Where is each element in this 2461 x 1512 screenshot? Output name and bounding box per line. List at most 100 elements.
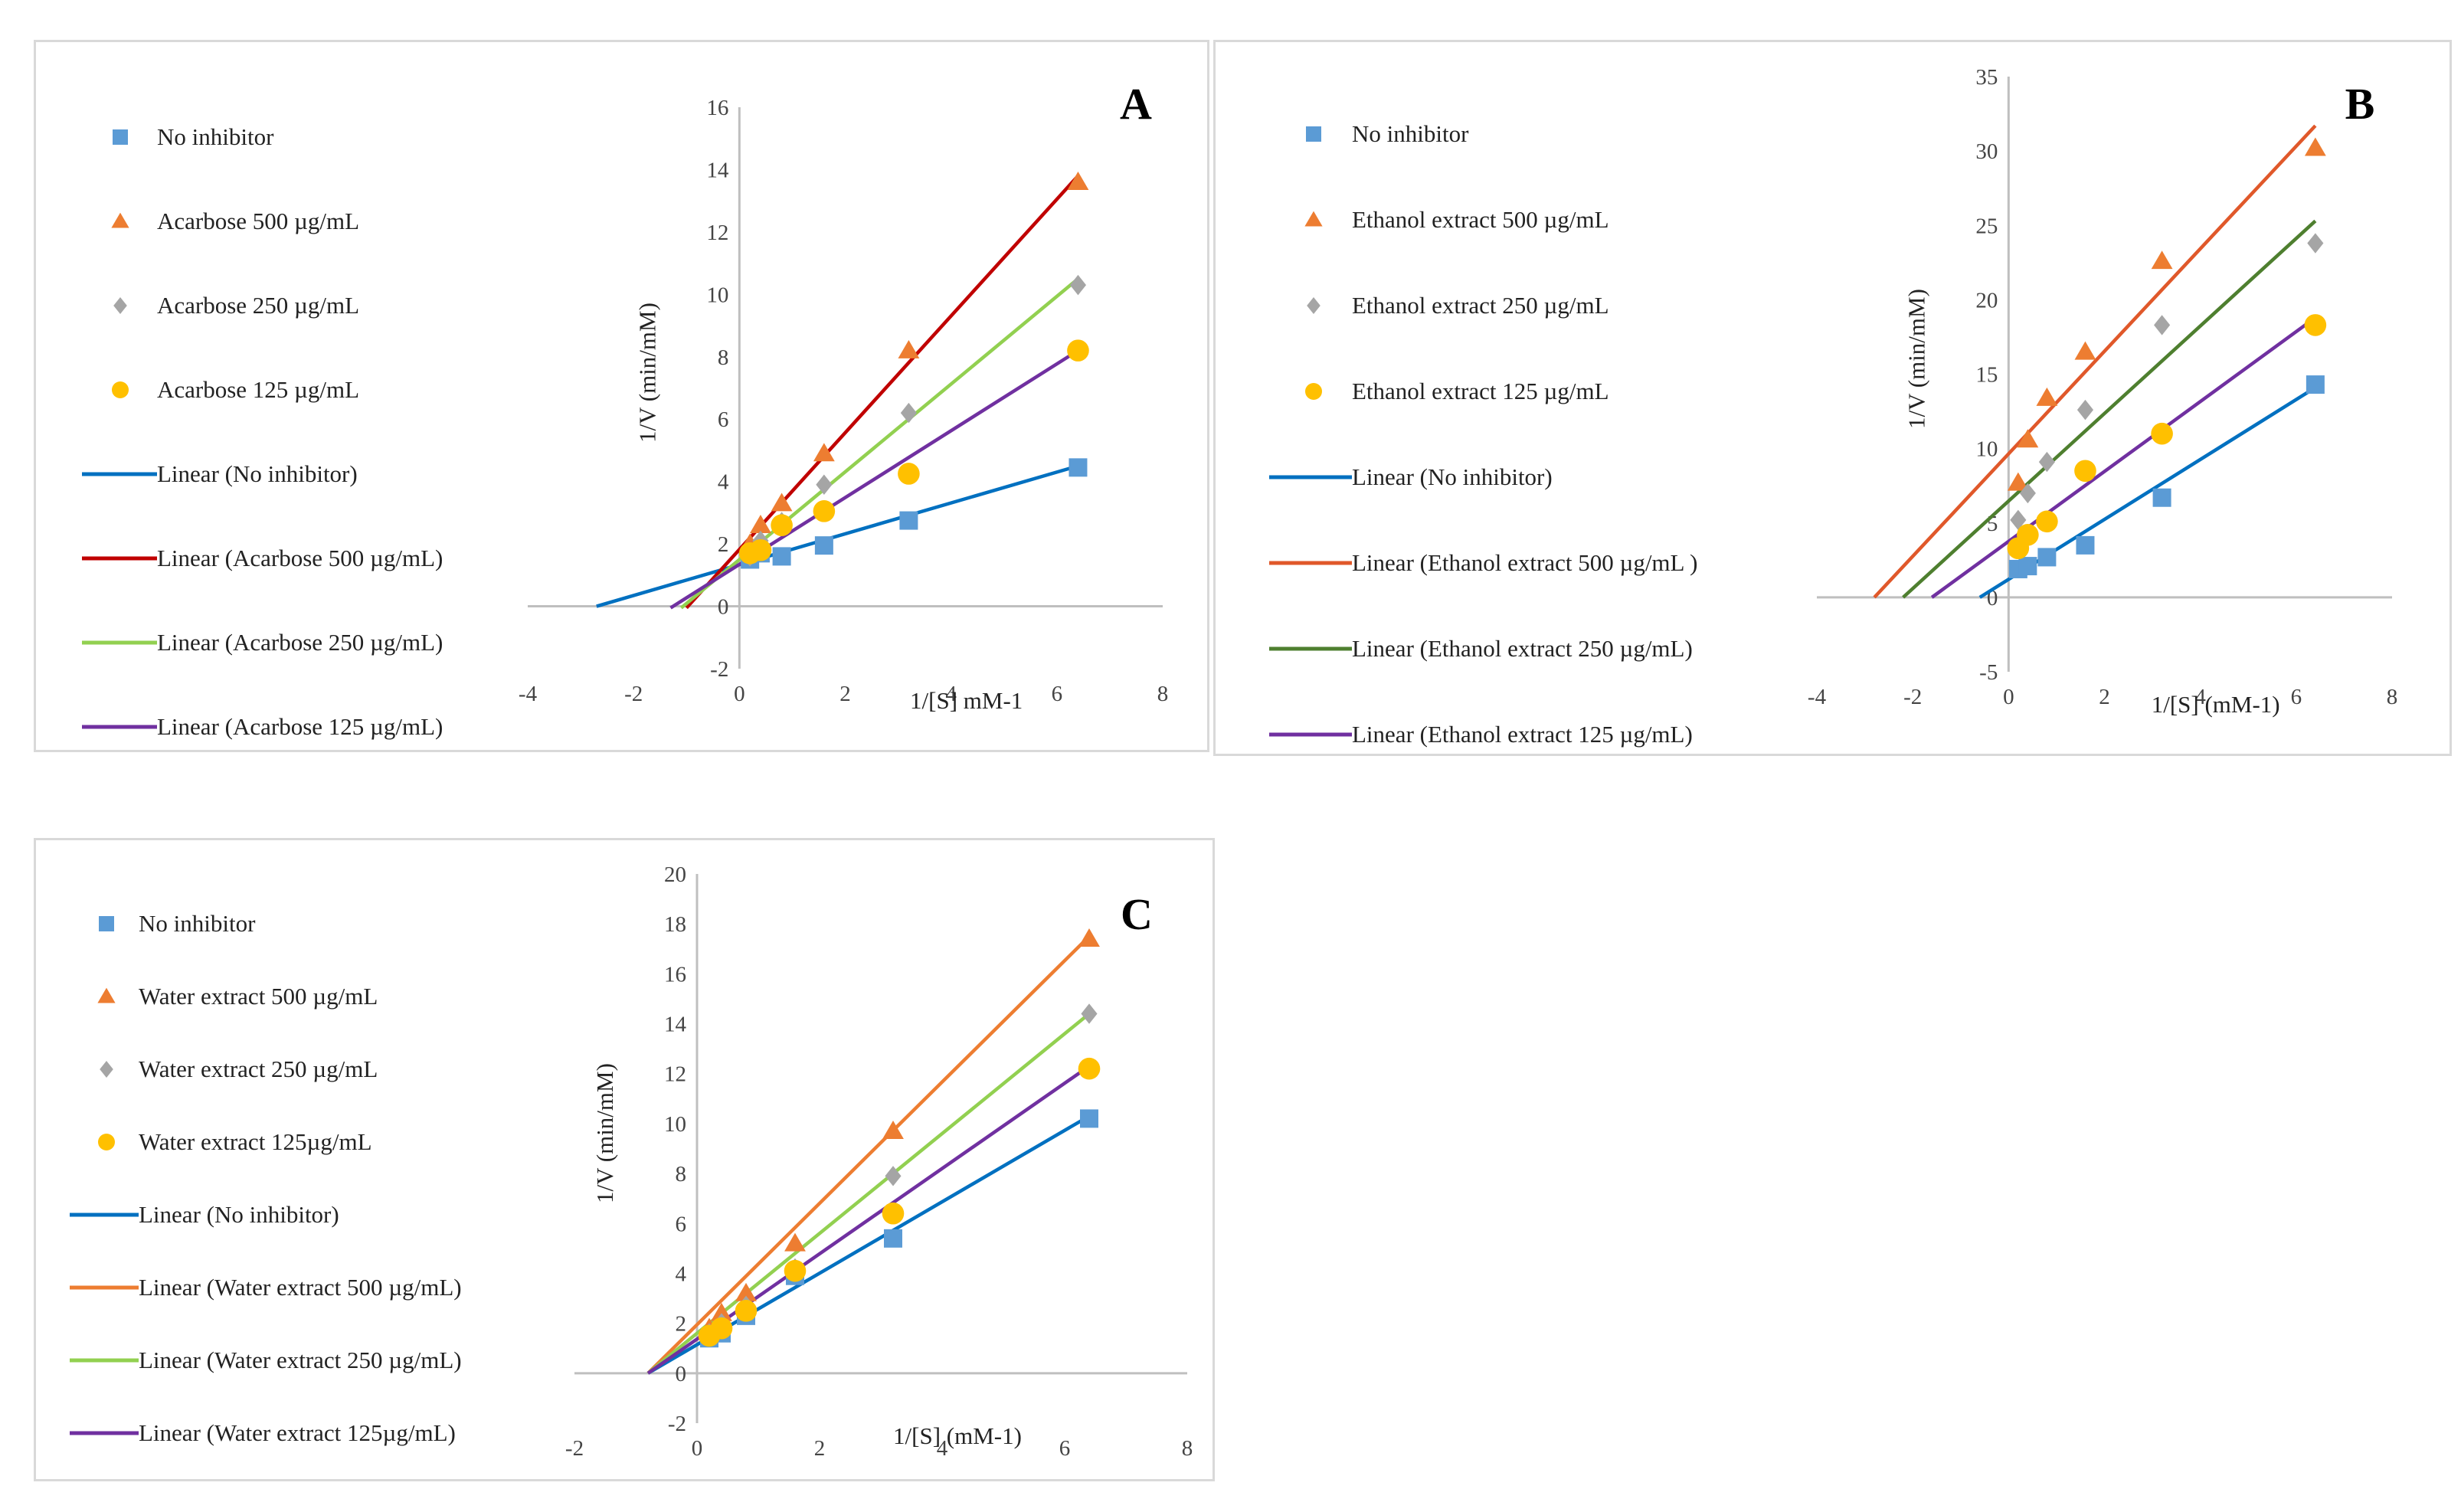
data-point: [1067, 172, 1089, 190]
data-point: [1081, 1003, 1098, 1024]
y-axis-label: 1/V (min/mM): [633, 303, 660, 443]
data-point: [2019, 483, 2036, 504]
data-point: [771, 514, 793, 536]
trendline: [685, 175, 1080, 610]
y-tick-label: 10: [1975, 437, 1998, 462]
data-point: [2154, 315, 2171, 335]
x-tick-label: 0: [2003, 685, 2014, 709]
data-point: [735, 1300, 758, 1322]
data-point: [772, 547, 791, 566]
data-point: [898, 463, 920, 485]
y-tick-label: -2: [710, 657, 728, 682]
y-tick-label: 15: [1975, 363, 1998, 388]
x-tick-label: 0: [734, 682, 745, 706]
y-tick-label: 10: [706, 283, 728, 307]
legend-entry: Ethanol extract 250 µg/mL: [1352, 292, 1609, 319]
y-tick-label: 10: [664, 1112, 686, 1137]
y-tick-label: -5: [1979, 660, 1998, 685]
data-point: [1078, 928, 1100, 947]
data-point: [2151, 422, 2173, 445]
data-point: [2036, 510, 2058, 533]
data-point: [816, 474, 833, 495]
x-tick-label: -2: [1903, 685, 1922, 709]
y-tick-label: 0: [676, 1362, 687, 1386]
x-tick-label: 2: [814, 1436, 826, 1461]
y-tick-label: 0: [718, 595, 729, 620]
data-point: [899, 511, 918, 530]
legend-marker: [1305, 383, 1322, 400]
x-tick-label: 4: [937, 1436, 948, 1461]
x-axis-label: 1/[S] mM-1: [910, 687, 1023, 714]
trendline: [646, 934, 1091, 1375]
legend-marker: [1304, 211, 1323, 227]
chart-panel-b: -4 -2 0 2 4 6 8 -5 0 5 10 15 20 25 30 35 1/[S] (mM-1) 1/V…: [1213, 40, 2452, 756]
data-point: [882, 1121, 904, 1139]
trendline: [1930, 316, 2317, 599]
legend-entry: Acarbose 125 µg/mL: [157, 376, 359, 403]
data-point: [2036, 387, 2058, 406]
data-point: [2152, 488, 2171, 507]
y-tick-label: 16: [664, 962, 686, 987]
legend-marker: [1307, 297, 1320, 314]
y-tick-label: 20: [664, 862, 686, 887]
data-point: [2074, 341, 2096, 360]
x-tick-label: 4: [2194, 685, 2206, 709]
data-point: [2017, 429, 2039, 448]
panel-label: C: [1121, 889, 1153, 939]
data-point: [898, 339, 920, 358]
x-tick-label: 4: [945, 682, 957, 706]
data-point: [2038, 451, 2055, 473]
data-point: [2304, 314, 2327, 336]
y-tick-label: 12: [706, 221, 728, 245]
x-tick-label: 2: [839, 682, 851, 706]
y-tick-label: 6: [718, 407, 729, 432]
y-tick-label: 25: [1975, 214, 1998, 238]
legend-entry: Linear (Acarbose 125 µg/mL): [157, 713, 443, 740]
data-point: [1078, 1057, 1101, 1080]
y-tick-label: 20: [1975, 288, 1998, 313]
legend-entry: Linear (Acarbose 250 µg/mL): [157, 629, 443, 656]
legend-entry: No inhibitor: [1352, 120, 1469, 147]
data-point: [2037, 548, 2057, 567]
trendline: [1902, 219, 2317, 599]
legend-entry: Linear (Ethanol extract 125 µg/mL): [1352, 721, 1693, 748]
legend-marker: [113, 297, 127, 314]
data-point: [711, 1302, 732, 1321]
x-tick-label: 0: [692, 1436, 703, 1461]
legend-entry: Water extract 250 µg/mL: [139, 1055, 378, 1082]
y-axis-label: 1/V (min/mM): [591, 1063, 618, 1203]
legend-entry: Ethanol extract 125 µg/mL: [1352, 378, 1609, 404]
y-tick-label: 18: [664, 912, 686, 937]
data-point: [2010, 509, 2027, 531]
legend-entry: Water extract 500 µg/mL: [139, 983, 378, 1010]
data-point: [2018, 557, 2037, 576]
data-point: [885, 1166, 902, 1186]
trendline: [596, 464, 1079, 608]
y-tick-label: 8: [676, 1162, 687, 1186]
legend-entry: Linear (Ethanol extract 250 µg/mL): [1352, 635, 1693, 662]
trendline: [1873, 124, 2317, 599]
y-tick-label: 4: [718, 470, 729, 495]
legend-entry: Linear (Ethanol extract 500 µg/mL ): [1352, 549, 1697, 576]
legend-marker: [1306, 126, 1321, 142]
data-point: [2076, 535, 2095, 555]
legend-entry: Linear (No inhibitor): [139, 1201, 339, 1228]
y-tick-label: 14: [706, 158, 729, 182]
y-tick-label: 12: [664, 1062, 686, 1087]
data-point: [882, 1202, 905, 1225]
legend-entry: No inhibitor: [157, 123, 274, 150]
data-point: [2074, 460, 2096, 483]
y-tick-label: 35: [1975, 65, 1998, 90]
x-tick-label: 6: [1059, 1436, 1071, 1461]
legend-entry: Linear (No inhibitor): [1352, 463, 1553, 490]
x-tick-label: -4: [1808, 685, 1827, 709]
x-axis-label: 1/[S] (mM-1): [893, 1422, 1022, 1449]
data-point: [710, 1317, 733, 1340]
data-point: [784, 1232, 806, 1252]
legend-entry: Linear (Acarbose 500 µg/mL): [157, 545, 443, 571]
y-tick-label: 30: [1975, 139, 1998, 164]
data-point: [750, 514, 771, 533]
